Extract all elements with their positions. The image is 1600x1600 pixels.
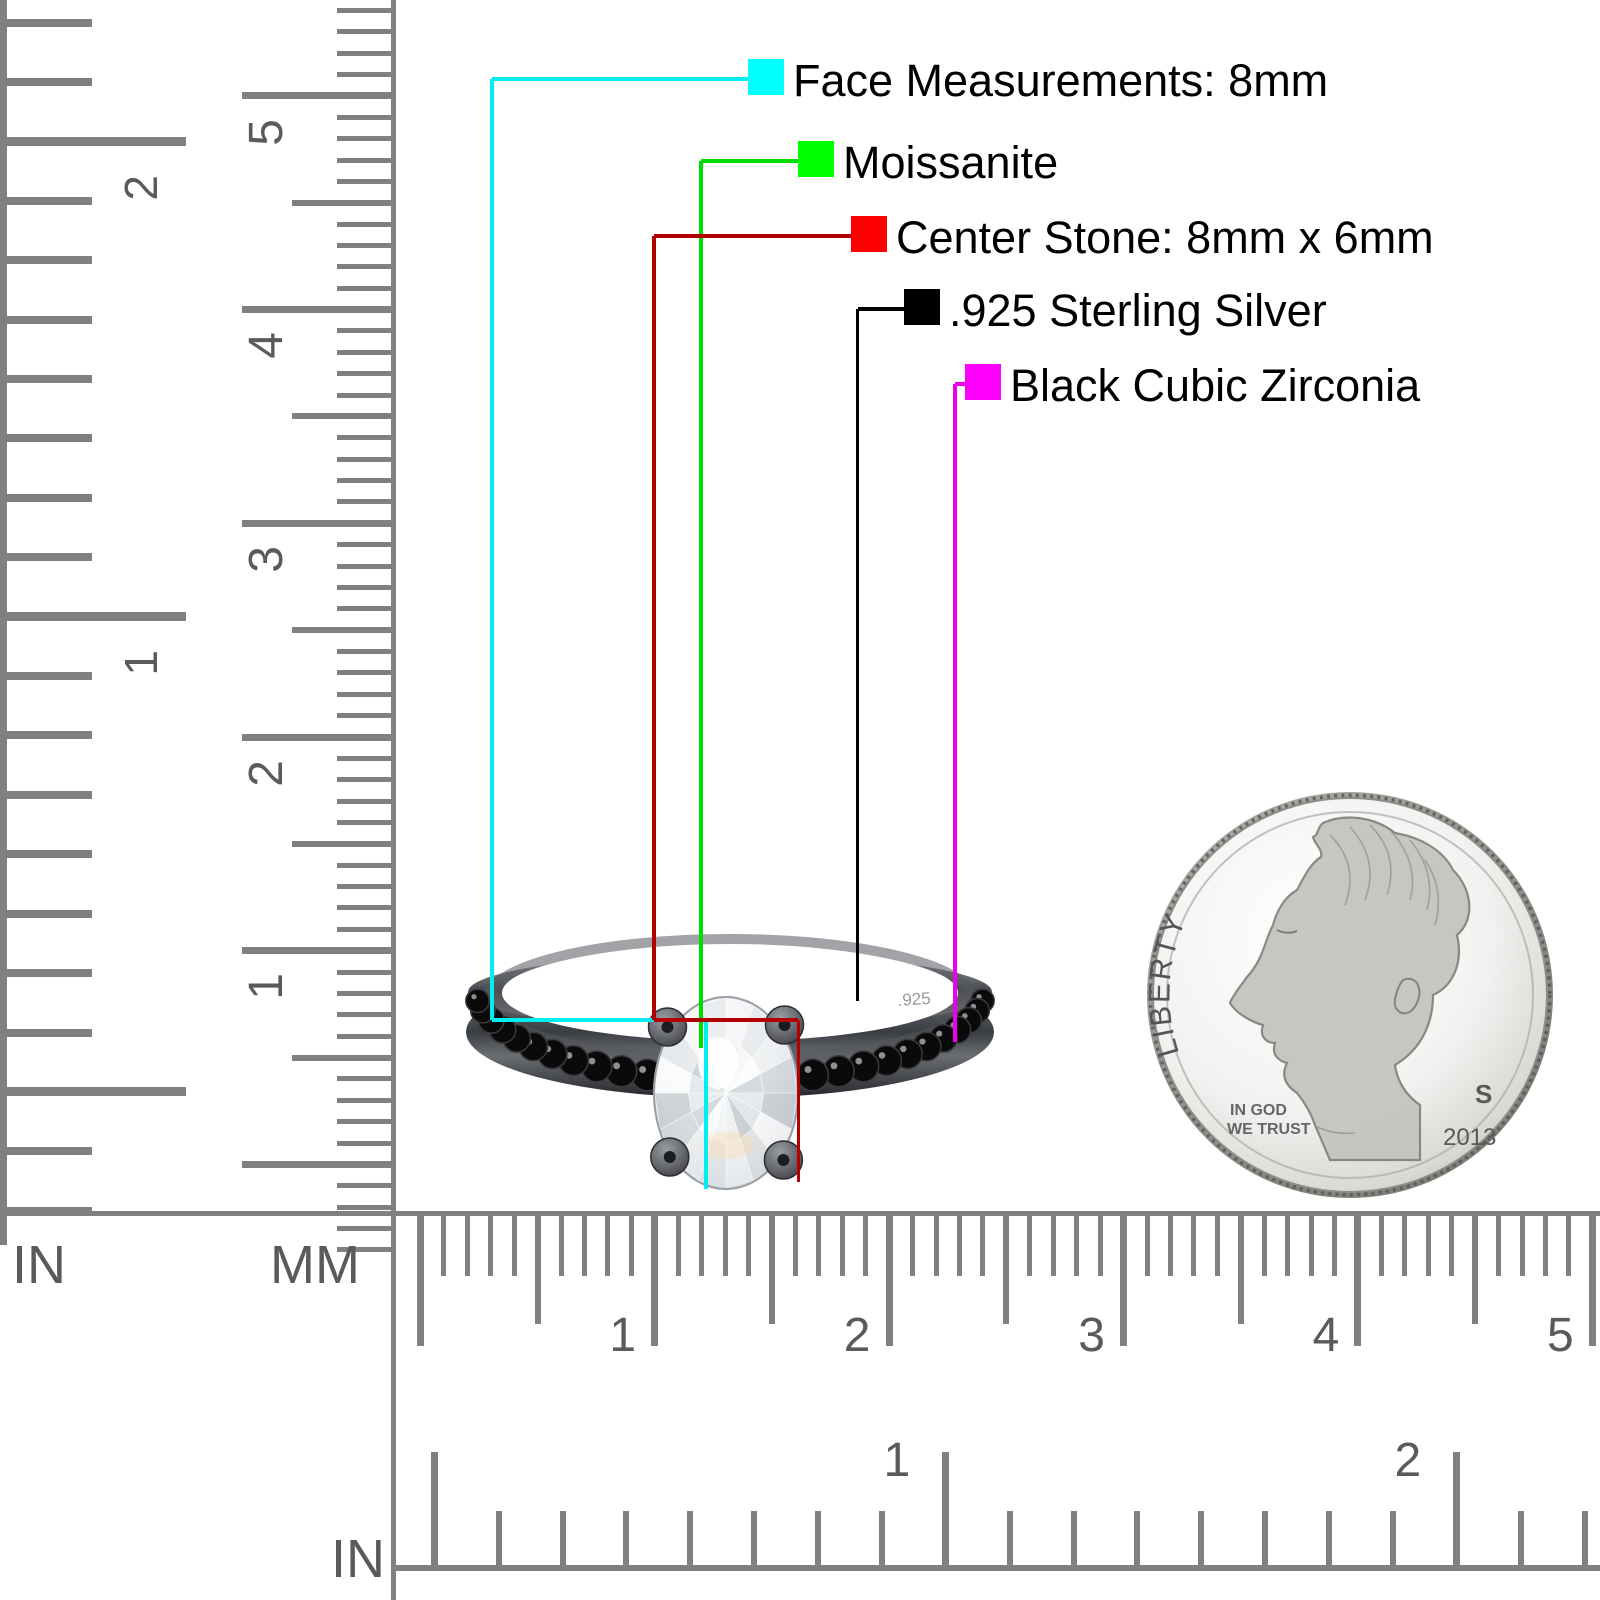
svg-text:2013: 2013: [1443, 1124, 1496, 1151]
svg-text:WE TRUST: WE TRUST: [1227, 1121, 1311, 1138]
svg-text:IN GOD: IN GOD: [1230, 1102, 1287, 1119]
svg-text:S: S: [1475, 1079, 1492, 1109]
